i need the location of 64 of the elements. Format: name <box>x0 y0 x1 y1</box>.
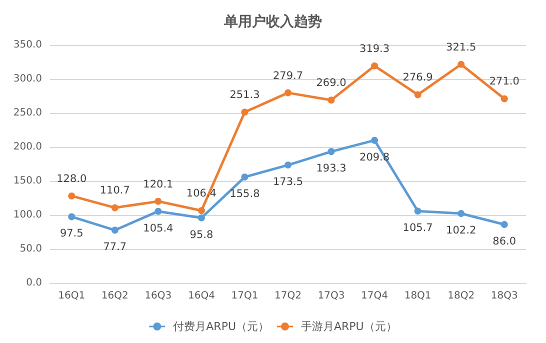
data-label: 193.3 <box>316 162 346 175</box>
data-label: 102.2 <box>446 224 476 237</box>
data-label: 110.7 <box>100 184 130 197</box>
point <box>284 89 292 96</box>
point <box>458 60 465 68</box>
legend-label: 手游月ARPU（元） <box>301 320 397 333</box>
point <box>500 95 508 102</box>
data-label: 120.1 <box>143 178 174 190</box>
chart-title: 单用户收入趋势 <box>223 13 322 30</box>
data-label: 173.5 <box>272 176 304 188</box>
data-label: 269.0 <box>316 77 346 90</box>
data-label: 321.5 <box>446 41 476 54</box>
x-tick-label: 18Q1 <box>404 290 432 302</box>
x-tick-label: 16Q4 <box>188 290 215 302</box>
x-tick-label: 16Q2 <box>101 290 128 302</box>
data-label: 319.3 <box>360 42 390 55</box>
x-tick-label: 17Q2 <box>274 290 302 302</box>
data-label: 251.3 <box>230 89 260 102</box>
x-tick-label: 17Q1 <box>231 290 258 302</box>
data-label: 105.4 <box>143 222 174 234</box>
y-tick-label: 300.0 <box>13 74 42 84</box>
x-tick-label: 16Q3 <box>144 290 172 302</box>
y-tick-label: 350.0 <box>13 40 42 50</box>
point <box>68 192 76 200</box>
data-label: 271.0 <box>489 76 520 88</box>
data-label: 276.9 <box>402 72 433 84</box>
x-tick-label: 18Q3 <box>490 290 518 302</box>
point <box>371 62 378 70</box>
y-tick-label: 200.0 <box>13 142 42 152</box>
point <box>198 207 205 214</box>
data-label: 97.5 <box>60 228 84 240</box>
data-label: 128.0 <box>56 172 87 185</box>
point <box>371 136 378 144</box>
point <box>414 208 422 215</box>
y-tick-label: 0.0 <box>26 278 42 288</box>
point <box>111 204 118 212</box>
data-label: 86.0 <box>492 236 516 248</box>
y-tick-label: 100.0 <box>13 210 42 220</box>
y-tick-label: 50.0 <box>20 244 42 254</box>
point <box>68 213 76 220</box>
point <box>458 210 465 217</box>
data-label: 155.8 <box>230 188 260 200</box>
data-label: 105.7 <box>402 222 433 234</box>
legend-label: 付费月ARPU（元） <box>173 320 270 333</box>
y-tick-label: 150.0 <box>13 176 42 186</box>
y-tick-label: 250.0 <box>13 108 42 118</box>
point <box>154 208 162 215</box>
point <box>284 162 292 169</box>
point <box>241 174 248 181</box>
x-tick-label: 17Q4 <box>361 290 388 302</box>
x-tick-label: 16Q1 <box>58 290 86 302</box>
data-label: 279.7 <box>272 70 304 82</box>
point <box>328 148 335 156</box>
point <box>241 108 248 116</box>
x-tick-label: 18Q2 <box>448 290 475 302</box>
data-label: 77.7 <box>103 241 127 254</box>
point <box>328 96 335 104</box>
point <box>414 91 422 98</box>
x-tick-label: 17Q3 <box>318 290 345 302</box>
point <box>111 226 118 234</box>
point <box>154 198 162 205</box>
data-label: 95.8 <box>190 228 214 241</box>
point <box>198 214 205 222</box>
point <box>500 221 508 228</box>
